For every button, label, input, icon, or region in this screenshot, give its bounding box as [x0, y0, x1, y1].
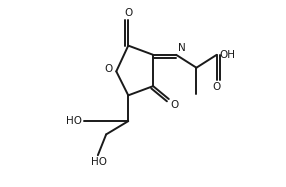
Text: O: O: [105, 64, 113, 74]
Text: O: O: [171, 100, 179, 110]
Text: O: O: [124, 8, 132, 18]
Text: OH: OH: [219, 50, 235, 60]
Text: O: O: [212, 82, 221, 91]
Text: N: N: [178, 43, 186, 53]
Text: HO: HO: [66, 116, 82, 126]
Text: HO: HO: [91, 157, 107, 167]
